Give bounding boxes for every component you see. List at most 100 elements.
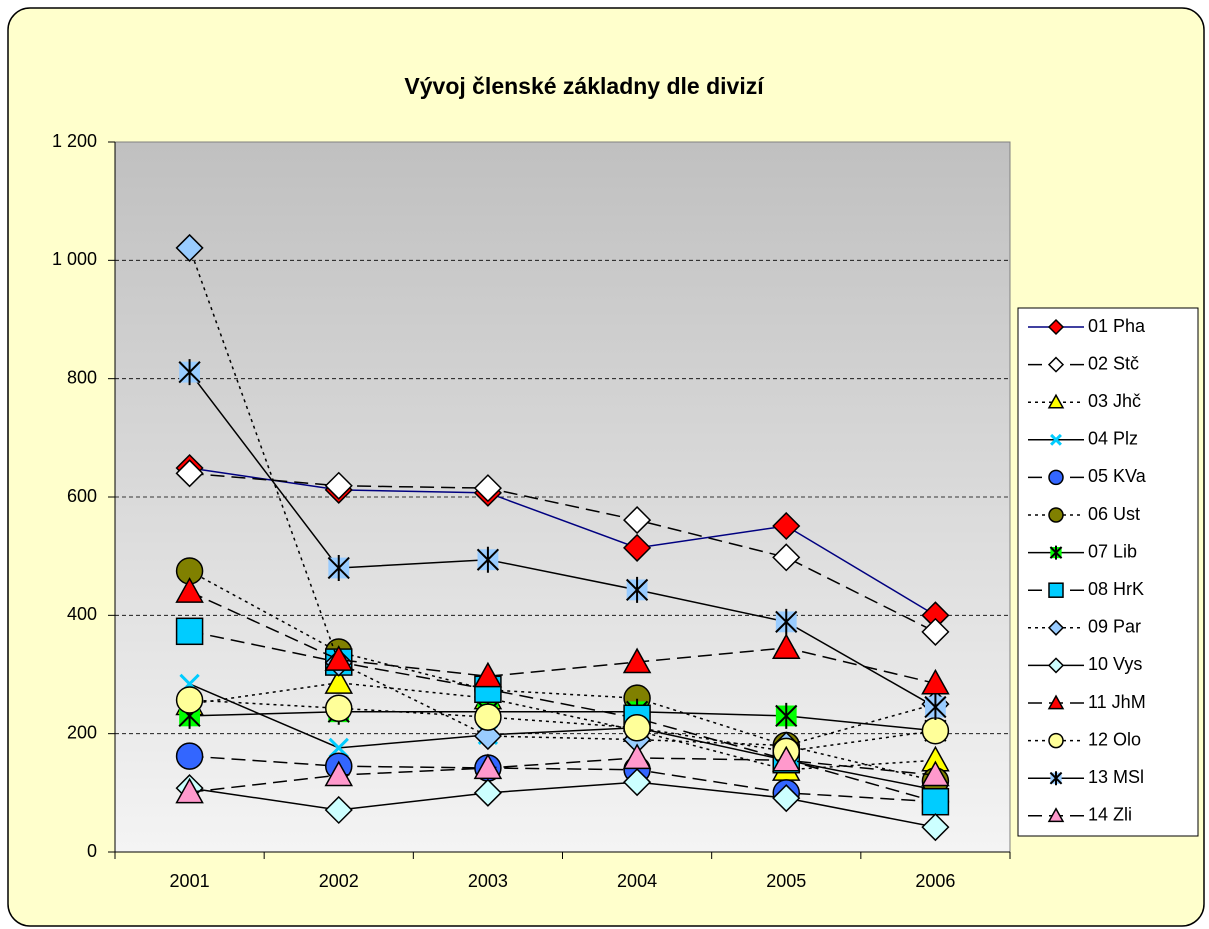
marker-shape — [771, 633, 801, 660]
marker-shape — [1048, 582, 1064, 598]
marker-shape — [324, 668, 354, 694]
marker — [772, 784, 801, 813]
marker — [1048, 732, 1064, 749]
marker-shape — [921, 617, 950, 646]
marker-shape — [324, 471, 353, 500]
legend-label: 08 HrK — [1088, 579, 1144, 599]
marker — [473, 753, 503, 780]
marker-shape — [775, 608, 798, 635]
legend-label: 13 MSl — [1088, 767, 1144, 787]
marker-shape — [622, 647, 652, 674]
marker-shape — [178, 359, 201, 386]
marker — [473, 778, 502, 807]
marker-shape — [924, 694, 947, 721]
y-tick-label: 1 000 — [52, 249, 97, 269]
marker — [772, 543, 801, 572]
marker — [1047, 619, 1065, 636]
series-line — [189, 781, 936, 828]
series-line — [189, 711, 936, 732]
marker — [771, 745, 801, 772]
marker-shape — [473, 753, 503, 780]
marker — [1047, 657, 1065, 674]
marker-shape — [775, 702, 798, 729]
marker-shape — [175, 742, 204, 770]
marker-shape — [324, 795, 353, 825]
marker — [772, 511, 801, 541]
y-tick-label: 600 — [67, 486, 97, 506]
x-tick-label: 2004 — [617, 871, 657, 891]
legend-label: 05 KVa — [1088, 466, 1147, 486]
marker-shape — [327, 555, 350, 581]
marker-shape — [921, 760, 950, 787]
legend-label: 06 Ust — [1088, 504, 1140, 524]
marker — [625, 576, 649, 603]
marker-shape — [324, 645, 354, 671]
marker — [921, 787, 950, 816]
legend-label: 11 JhM — [1088, 692, 1146, 712]
marker — [1047, 356, 1065, 373]
marker-shape — [772, 511, 801, 541]
marker-shape — [771, 745, 801, 772]
marker — [175, 459, 204, 488]
marker — [1047, 807, 1065, 823]
y-tick-label: 0 — [87, 841, 97, 861]
x-tick-label: 2006 — [915, 871, 955, 891]
marker-shape — [625, 576, 649, 603]
marker-shape — [175, 686, 204, 714]
marker — [921, 760, 950, 787]
marker — [921, 813, 950, 842]
marker-shape — [1047, 356, 1065, 373]
marker — [921, 716, 950, 745]
y-tick-label: 400 — [67, 604, 97, 624]
x-tick-label: 2001 — [170, 871, 210, 891]
marker-shape — [1048, 507, 1064, 523]
marker-shape — [1047, 694, 1065, 710]
marker — [924, 694, 947, 721]
legend-label: 02 Stč — [1088, 353, 1139, 373]
marker-shape — [921, 668, 950, 695]
series-line — [189, 682, 936, 771]
marker-shape — [921, 813, 950, 842]
x-tick-label: 2002 — [319, 871, 359, 891]
legend-label: 09 Par — [1088, 617, 1141, 637]
series-line — [189, 472, 936, 633]
marker — [1050, 433, 1062, 446]
marker — [325, 694, 353, 722]
marker-shape — [623, 533, 652, 562]
marker-shape — [1048, 732, 1064, 749]
marker — [175, 742, 204, 770]
marker — [473, 474, 502, 503]
marker — [623, 533, 652, 562]
series-line — [188, 247, 936, 747]
legend-label: 03 Jhč — [1088, 391, 1141, 411]
marker — [1048, 507, 1064, 523]
marker — [1047, 318, 1065, 336]
legend-label: 01 Pha — [1088, 316, 1146, 336]
marker — [623, 506, 652, 535]
marker — [622, 743, 652, 770]
marker-shape — [175, 577, 204, 603]
marker — [175, 777, 204, 804]
marker-shape — [623, 714, 651, 742]
marker — [775, 702, 798, 729]
marker-shape — [1047, 393, 1065, 409]
marker — [473, 661, 503, 688]
marker-shape — [324, 760, 354, 787]
series-line — [189, 699, 936, 753]
marker-shape — [1047, 318, 1065, 336]
marker — [324, 645, 354, 671]
series-line — [189, 590, 936, 685]
marker — [327, 555, 350, 581]
series-line — [189, 570, 936, 782]
marker — [175, 577, 204, 603]
marker-shape — [175, 233, 204, 262]
marker-shape — [772, 543, 801, 572]
series-line — [189, 683, 936, 791]
marker-shape — [1047, 657, 1065, 674]
legend-label: 14 Zli — [1088, 805, 1132, 825]
series-line — [189, 467, 936, 616]
marker — [178, 359, 201, 386]
marker-shape — [325, 694, 353, 722]
